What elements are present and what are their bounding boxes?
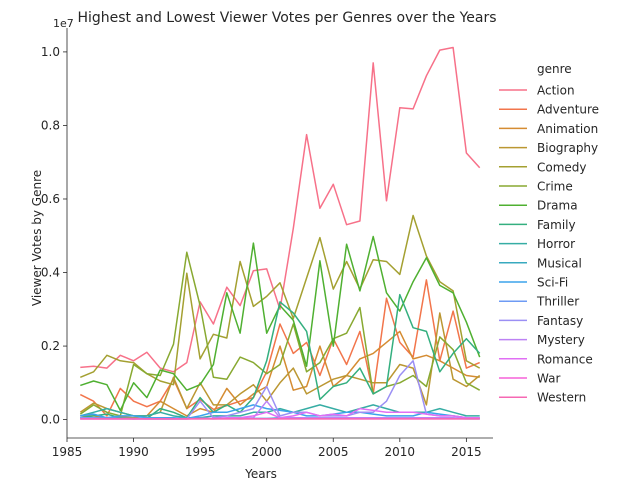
x-tick-label: 2010 [385,445,416,459]
legend-label: Sci-Fi [537,276,568,290]
legend-label: Romance [537,352,593,366]
x-axis-label: Years [244,467,277,481]
legend-label: Animation [537,122,598,136]
legend-label: Adventure [537,103,599,117]
offset-text: 1e7 [53,17,74,30]
legend-label: Drama [537,199,578,213]
legend-label: Mystery [537,333,585,347]
legend-label: Crime [537,180,573,194]
y-tick-label: 0.6 [41,192,60,206]
x-tick-label: 2005 [318,445,349,459]
series-line-adventure [79,279,480,417]
y-tick-label: 0.2 [41,339,60,353]
legend-label: Action [537,84,575,98]
plot-area [79,46,481,420]
chart-title: Highest and Lowest Viewer Votes per Genr… [77,10,496,26]
legend-label: Musical [537,256,582,270]
x-tick-label: 2000 [251,445,282,459]
series-line-crime [79,251,481,417]
series-line-animation [80,330,480,419]
legend-label: Fantasy [537,314,583,328]
y-tick-label: 0.0 [41,413,60,427]
legend: genre Action Adventure Animation Biography C… [499,62,599,405]
legend-label: Comedy [537,160,587,174]
legend-label: Western [537,391,586,405]
series-line-action [80,46,481,373]
x-tick-label: 1995 [185,445,216,459]
y-tick-label: 0.8 [41,118,60,132]
series-line-drama [80,235,481,412]
y-axis: 0.0 0.2 0.4 0.6 0.8 1.0 [41,28,68,438]
x-tick-label: 1985 [52,445,83,459]
x-tick-label: 1990 [118,445,149,459]
legend-label: Family [537,218,576,232]
y-tick-label: 0.4 [41,266,60,280]
legend-label: Horror [537,237,575,251]
series-line-comedy [80,214,481,386]
y-axis-label: Viewer Votes by Genre [30,170,44,306]
x-axis: 1985 1990 1995 2000 2005 2010 2015 [52,437,493,459]
x-tick-label: 2015 [451,445,482,459]
legend-label: Biography [537,141,598,155]
y-tick-label: 1.0 [41,45,60,59]
legend-label: War [537,372,560,386]
legend-label: Thriller [536,295,579,309]
legend-title: genre [537,62,572,76]
